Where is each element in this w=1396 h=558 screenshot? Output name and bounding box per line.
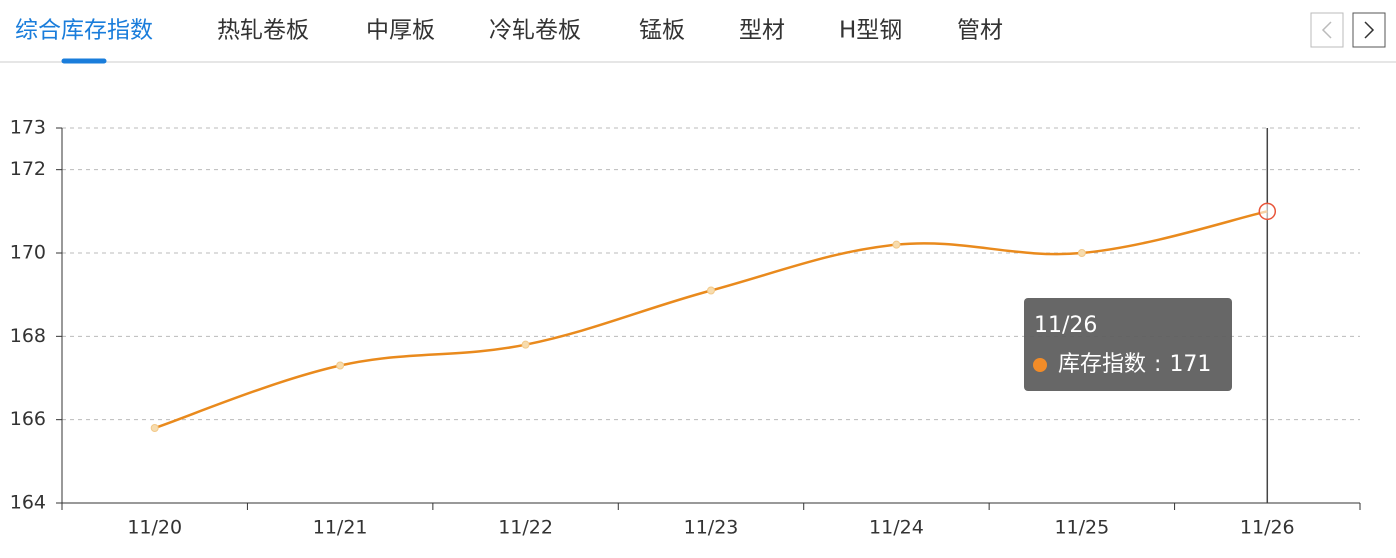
tooltip-value: 171 [1169,352,1211,377]
y-tick-label: 168 [10,325,46,347]
data-point [1077,249,1086,257]
next-box[interactable] [1352,12,1386,48]
x-tick-label: 11/21 [313,517,368,539]
data-point [707,286,715,295]
data-point [150,424,159,432]
tab[interactable]: 锰板 [639,18,685,44]
next-icon [1364,21,1375,39]
data-point [1258,202,1277,221]
data-point [336,361,345,370]
tab[interactable]: 热轧卷板 [217,18,309,44]
y-tick-label: 166 [10,408,46,430]
tooltip-box [1024,298,1232,391]
x-tick-label: 11/26 [1240,517,1295,539]
tooltip-separator: : [1154,352,1161,377]
x-tick-label: 11/24 [869,517,924,539]
x-tick-label: 11/25 [1054,517,1109,539]
next-button[interactable] [1352,12,1386,48]
tab[interactable]: 型材 [739,18,785,44]
data-point [521,340,530,349]
x-tick-label: 11/20 [127,517,182,539]
y-tick-label: 170 [10,242,46,264]
tab[interactable]: 综合库存指数 [15,18,153,44]
tab[interactable]: 冷轧卷板 [489,18,581,44]
tab[interactable]: 管材 [957,18,1003,44]
tooltip-marker [1033,358,1047,372]
tab[interactable]: 中厚板 [366,18,435,44]
prev-icon [1321,21,1332,39]
tab[interactable]: H型钢 [839,18,902,44]
data-point [892,240,901,249]
y-tick-label: 173 [10,117,46,139]
prev-button[interactable] [1310,12,1344,48]
y-tick-label: 164 [10,492,46,514]
x-tick-label: 11/23 [684,517,739,539]
tooltip-title: 11/26 [1034,313,1097,338]
prev-box[interactable] [1310,12,1344,48]
tooltip-series-name: 库存指数 [1058,352,1146,377]
x-tick-label: 11/22 [498,517,553,539]
tooltip: 11/26 库存指数:171 [1024,298,1232,391]
y-tick-label: 172 [10,158,46,180]
